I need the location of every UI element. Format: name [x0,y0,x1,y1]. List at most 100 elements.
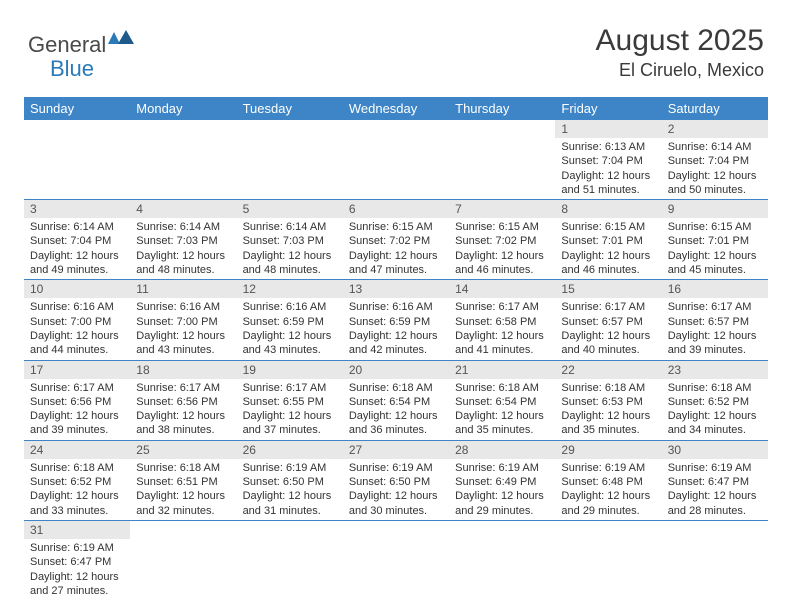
day-content: Sunrise: 6:16 AMSunset: 7:00 PMDaylight:… [24,298,130,359]
calendar-cell: 10Sunrise: 6:16 AMSunset: 7:00 PMDayligh… [24,280,130,360]
calendar-row: 3Sunrise: 6:14 AMSunset: 7:04 PMDaylight… [24,200,768,280]
calendar-cell [343,120,449,200]
calendar-cell: 3Sunrise: 6:14 AMSunset: 7:04 PMDaylight… [24,200,130,280]
day-content: Sunrise: 6:15 AMSunset: 7:02 PMDaylight:… [343,218,449,279]
weekday-header: Tuesday [237,97,343,120]
day-content: Sunrise: 6:14 AMSunset: 7:04 PMDaylight:… [24,218,130,279]
calendar-cell: 25Sunrise: 6:18 AMSunset: 6:51 PMDayligh… [130,440,236,520]
day-content: Sunrise: 6:17 AMSunset: 6:56 PMDaylight:… [24,379,130,440]
calendar-cell: 14Sunrise: 6:17 AMSunset: 6:58 PMDayligh… [449,280,555,360]
weekday-header: Sunday [24,97,130,120]
calendar-cell: 24Sunrise: 6:18 AMSunset: 6:52 PMDayligh… [24,440,130,520]
day-number: 5 [237,200,343,218]
calendar-cell: 16Sunrise: 6:17 AMSunset: 6:57 PMDayligh… [662,280,768,360]
calendar-cell: 9Sunrise: 6:15 AMSunset: 7:01 PMDaylight… [662,200,768,280]
calendar-cell [130,120,236,200]
calendar-cell: 29Sunrise: 6:19 AMSunset: 6:48 PMDayligh… [555,440,661,520]
day-content: Sunrise: 6:19 AMSunset: 6:50 PMDaylight:… [343,459,449,520]
day-number-empty [343,120,449,138]
calendar-cell: 17Sunrise: 6:17 AMSunset: 6:56 PMDayligh… [24,360,130,440]
day-number-empty [237,521,343,539]
day-content: Sunrise: 6:18 AMSunset: 6:52 PMDaylight:… [662,379,768,440]
day-number: 14 [449,280,555,298]
day-content: Sunrise: 6:17 AMSunset: 6:55 PMDaylight:… [237,379,343,440]
day-content: Sunrise: 6:18 AMSunset: 6:51 PMDaylight:… [130,459,236,520]
calendar-cell [237,120,343,200]
weekday-header: Wednesday [343,97,449,120]
logo-text-blue-wrap: Blue [50,56,94,82]
day-content: Sunrise: 6:16 AMSunset: 6:59 PMDaylight:… [343,298,449,359]
calendar-cell: 31Sunrise: 6:19 AMSunset: 6:47 PMDayligh… [24,520,130,600]
weekday-header-row: Sunday Monday Tuesday Wednesday Thursday… [24,97,768,120]
day-content: Sunrise: 6:18 AMSunset: 6:54 PMDaylight:… [449,379,555,440]
day-number: 13 [343,280,449,298]
day-number: 16 [662,280,768,298]
calendar-cell [662,520,768,600]
day-number: 23 [662,361,768,379]
calendar-cell: 12Sunrise: 6:16 AMSunset: 6:59 PMDayligh… [237,280,343,360]
day-number: 4 [130,200,236,218]
calendar-cell [130,520,236,600]
day-content: Sunrise: 6:15 AMSunset: 7:01 PMDaylight:… [555,218,661,279]
day-content: Sunrise: 6:17 AMSunset: 6:56 PMDaylight:… [130,379,236,440]
day-number: 19 [237,361,343,379]
day-content: Sunrise: 6:17 AMSunset: 6:58 PMDaylight:… [449,298,555,359]
calendar-cell: 4Sunrise: 6:14 AMSunset: 7:03 PMDaylight… [130,200,236,280]
flag-icon [108,30,134,53]
calendar-cell: 28Sunrise: 6:19 AMSunset: 6:49 PMDayligh… [449,440,555,520]
day-number-empty [555,521,661,539]
calendar-cell: 22Sunrise: 6:18 AMSunset: 6:53 PMDayligh… [555,360,661,440]
day-number: 24 [24,441,130,459]
day-number-empty [449,521,555,539]
day-number: 30 [662,441,768,459]
calendar-cell: 8Sunrise: 6:15 AMSunset: 7:01 PMDaylight… [555,200,661,280]
weekday-header: Saturday [662,97,768,120]
logo-text-general: General [28,32,106,58]
day-number: 11 [130,280,236,298]
day-content: Sunrise: 6:13 AMSunset: 7:04 PMDaylight:… [555,138,661,199]
calendar-cell: 13Sunrise: 6:16 AMSunset: 6:59 PMDayligh… [343,280,449,360]
calendar-cell [237,520,343,600]
day-number: 8 [555,200,661,218]
day-number: 12 [237,280,343,298]
weekday-header: Thursday [449,97,555,120]
calendar-cell: 6Sunrise: 6:15 AMSunset: 7:02 PMDaylight… [343,200,449,280]
calendar-row: 31Sunrise: 6:19 AMSunset: 6:47 PMDayligh… [24,520,768,600]
day-content: Sunrise: 6:14 AMSunset: 7:03 PMDaylight:… [130,218,236,279]
day-number: 17 [24,361,130,379]
day-content: Sunrise: 6:17 AMSunset: 6:57 PMDaylight:… [555,298,661,359]
calendar-cell: 11Sunrise: 6:16 AMSunset: 7:00 PMDayligh… [130,280,236,360]
calendar-cell: 5Sunrise: 6:14 AMSunset: 7:03 PMDaylight… [237,200,343,280]
calendar-cell [343,520,449,600]
day-number: 27 [343,441,449,459]
day-content: Sunrise: 6:19 AMSunset: 6:48 PMDaylight:… [555,459,661,520]
day-content: Sunrise: 6:19 AMSunset: 6:47 PMDaylight:… [24,539,130,600]
calendar-row: 10Sunrise: 6:16 AMSunset: 7:00 PMDayligh… [24,280,768,360]
calendar-cell: 7Sunrise: 6:15 AMSunset: 7:02 PMDaylight… [449,200,555,280]
logo: General [28,24,134,58]
day-number: 2 [662,120,768,138]
day-content: Sunrise: 6:15 AMSunset: 7:01 PMDaylight:… [662,218,768,279]
calendar-body: 1Sunrise: 6:13 AMSunset: 7:04 PMDaylight… [24,120,768,600]
day-number: 1 [555,120,661,138]
calendar-row: 17Sunrise: 6:17 AMSunset: 6:56 PMDayligh… [24,360,768,440]
calendar-row: 24Sunrise: 6:18 AMSunset: 6:52 PMDayligh… [24,440,768,520]
calendar-cell: 1Sunrise: 6:13 AMSunset: 7:04 PMDaylight… [555,120,661,200]
logo-text-blue: Blue [50,56,94,81]
weekday-header: Monday [130,97,236,120]
day-content: Sunrise: 6:16 AMSunset: 6:59 PMDaylight:… [237,298,343,359]
day-number-empty [237,120,343,138]
day-content: Sunrise: 6:17 AMSunset: 6:57 PMDaylight:… [662,298,768,359]
title-block: August 2025 El Ciruelo, Mexico [596,24,764,81]
day-content: Sunrise: 6:18 AMSunset: 6:53 PMDaylight:… [555,379,661,440]
day-number: 31 [24,521,130,539]
calendar-cell: 2Sunrise: 6:14 AMSunset: 7:04 PMDaylight… [662,120,768,200]
day-number: 18 [130,361,236,379]
day-content: Sunrise: 6:19 AMSunset: 6:50 PMDaylight:… [237,459,343,520]
calendar-cell: 30Sunrise: 6:19 AMSunset: 6:47 PMDayligh… [662,440,768,520]
day-number-empty [662,521,768,539]
day-number-empty [24,120,130,138]
day-number: 6 [343,200,449,218]
day-content: Sunrise: 6:18 AMSunset: 6:52 PMDaylight:… [24,459,130,520]
calendar-cell: 19Sunrise: 6:17 AMSunset: 6:55 PMDayligh… [237,360,343,440]
